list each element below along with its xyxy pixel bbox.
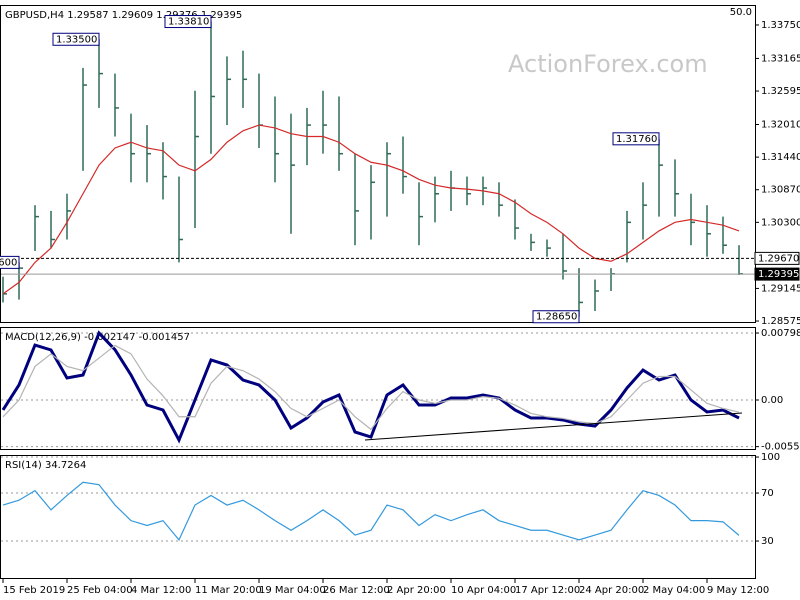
y-tick-label: 1.33750	[761, 20, 800, 31]
series-line	[2, 481, 740, 541]
trendline	[364, 412, 743, 441]
annotation-box	[164, 15, 212, 29]
x-tick-label: 19 Mar 04:00	[259, 585, 326, 596]
watermark: ActionForex.com	[508, 50, 708, 78]
x-tick-label: 25 Feb 04:00	[67, 585, 133, 596]
series-line	[2, 344, 740, 431]
panel-title: RSI(14) 34.7264	[5, 460, 86, 471]
panel-frame	[0, 5, 756, 323]
y-tick-label: 1.30300	[761, 217, 800, 228]
y-tick-label: -0.005559	[761, 442, 800, 453]
x-tick-label: 2 Apr 20:00	[387, 585, 446, 596]
annotation-label: 1.31760	[616, 134, 657, 145]
x-tick-label: 26 Mar 12:00	[323, 585, 390, 596]
y-tick-label: 0.00	[761, 395, 783, 406]
annotation-label: 1.33500	[56, 34, 97, 45]
annotation-box	[612, 132, 660, 146]
y-tick-label: 1.28575	[761, 316, 800, 327]
x-tick-label: 9 May 12:00	[707, 585, 769, 596]
y-tick-label: 1.29145	[761, 283, 800, 294]
y-tick-label: 70	[761, 488, 774, 499]
x-tick-label: 15 Feb 2019	[3, 585, 65, 596]
scale-label: 50.0	[730, 7, 752, 18]
x-tick-label: 11 Mar 20:00	[195, 585, 262, 596]
y-tick-label: 30	[761, 536, 774, 547]
level-box	[754, 251, 800, 265]
y-tick-label: 100	[761, 452, 780, 463]
annotation-box	[0, 255, 20, 269]
x-tick-label: 24 Apr 20:00	[579, 585, 644, 596]
annotation-box	[532, 310, 580, 324]
y-tick-label: 1.33165	[761, 53, 800, 64]
x-tick-label: 2 May 04:00	[643, 585, 705, 596]
y-tick-label: 1.30870	[761, 185, 800, 196]
annotation-label: 1.29600	[0, 257, 17, 268]
y-tick-label: 1.32595	[761, 86, 800, 97]
level-label: 1.29670	[758, 253, 799, 264]
annotation-box	[52, 32, 100, 46]
series-line	[1, 330, 740, 444]
x-tick-label: 4 Mar 12:00	[131, 585, 191, 596]
panel-frame	[0, 455, 756, 579]
level-box	[754, 267, 800, 281]
y-tick-label: 1.31440	[761, 152, 800, 163]
y-tick-label: 0.007983	[761, 328, 800, 339]
annotation-label: 1.33810	[168, 17, 209, 28]
y-tick-label: 1.32010	[761, 120, 800, 131]
annotation-label: 1.28650	[536, 312, 577, 323]
panel-title: GBPUSD,H4 1.29587 1.29609 1.29376 1.2939…	[5, 10, 242, 21]
level-label: 1.29395	[758, 269, 799, 280]
x-tick-label: 10 Apr 04:00	[451, 585, 516, 596]
panel-frame	[0, 327, 756, 450]
x-tick-label: 17 Apr 12:00	[515, 585, 580, 596]
